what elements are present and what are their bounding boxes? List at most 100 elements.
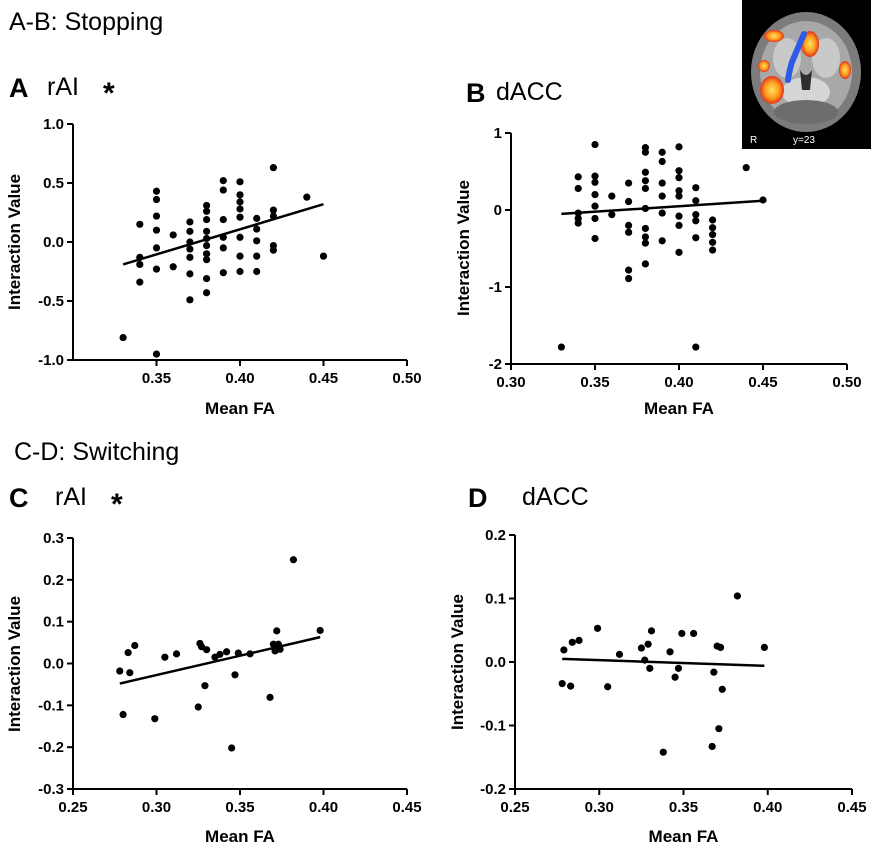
y-tick-label: -0.2 [38,739,64,756]
x-tick-label: 0.45 [309,370,338,387]
chart-a: -1.0 -0.5 0.0 0.5 1.0 0.35 0.40 0.45 0.50 Mean FA… [5,116,422,418]
data-point [126,669,134,677]
data-point [131,641,139,650]
data-point [269,246,277,254]
data-point [658,157,666,166]
data-point [186,270,194,278]
data-point [675,221,683,229]
data-point [231,671,239,679]
data-point [119,710,127,719]
data-point [709,231,717,239]
brain-slice-image [751,12,861,132]
y-tick-label: -1.0 [38,352,64,369]
data-point [608,211,616,219]
y-tick-label: -0.5 [38,293,64,310]
data-point [203,241,211,250]
data-point [289,556,298,564]
data-point [253,237,261,245]
data-point [236,178,244,186]
x-tick-label: 0.45 [837,799,866,816]
data-point [203,215,211,224]
data-point [211,653,219,661]
y-tick-label: -0.2 [480,781,506,798]
y-tick-label: 0.3 [43,530,64,547]
data-point [319,252,328,260]
y-tick-label: 0.5 [43,175,64,192]
data-point [690,629,698,638]
y-tick-label: -0.1 [38,697,64,714]
data-point [625,197,633,206]
data-point [269,640,277,648]
y-tick-label: 0.0 [43,656,64,673]
data-point [161,653,169,661]
data-point [253,225,261,233]
data-point [692,197,700,205]
data-point [223,648,231,656]
data-point [591,214,599,223]
data-point [136,278,144,286]
chart-b: -2 -1 0 1 0.30 0.35 0.40 0.45 0.50 Mean FA Interac… [454,125,862,418]
data-point [675,174,683,182]
chart-c: -0.3 -0.2 -0.1 0.0 0.1 0.2 0.3 0.25 0.30 0.35 0.40… [5,530,422,846]
panel-c-significance: * [111,488,123,521]
x-axis-label: Mean FA [205,399,275,418]
y-axis-label: Interaction Value [5,596,24,732]
data-point [236,252,244,260]
data-point [219,215,227,224]
y-axis-label: Interaction Value [5,174,24,310]
data-point [152,212,161,220]
y-tick-label: -0.1 [480,718,506,735]
data-point [567,682,575,690]
x-tick-label: 0.35 [225,799,254,816]
data-point [637,644,645,652]
data-point [658,237,666,245]
data-point [675,167,683,175]
data-point [574,214,582,223]
data-point [641,239,650,247]
data-point [574,219,582,227]
data-point [169,263,177,271]
data-point [641,144,650,152]
data-point [236,233,244,241]
orientation-label: R [750,135,758,146]
data-point [316,626,324,635]
data-point [560,646,568,654]
x-tick-label: 0.40 [225,370,254,387]
data-point [709,246,717,254]
data-point [591,172,599,180]
data-point [575,636,583,645]
y-tick-label: -1 [489,279,502,296]
data-point [152,265,161,273]
data-point [644,640,652,648]
data-point [591,202,599,210]
x-tick-label: 0.30 [142,799,171,816]
data-point [675,212,683,220]
data-point [568,638,576,646]
data-point [269,212,277,220]
data-point [692,211,700,219]
data-point [203,256,211,264]
data-point [186,296,194,304]
data-point [116,667,124,675]
data-point [574,184,582,193]
data-point [715,725,723,733]
data-point [574,173,582,181]
data-point [675,143,683,151]
data-point [236,205,244,213]
x-tick-label: 0.30 [585,799,614,816]
data-point [675,192,683,200]
data-point [641,233,650,241]
panel-a-letter: A [9,73,29,103]
data-point [152,195,161,204]
data-point [558,679,566,688]
regression-line [562,657,765,668]
y-tick-label: 1.0 [43,116,64,133]
section-title-stopping: A-B: Stopping [9,8,164,36]
data-point [269,241,277,250]
panel-a-significance: * [103,77,115,110]
data-point [124,649,132,657]
data-point [692,234,700,242]
x-tick-label: 0.35 [669,799,698,816]
data-point [186,218,194,226]
